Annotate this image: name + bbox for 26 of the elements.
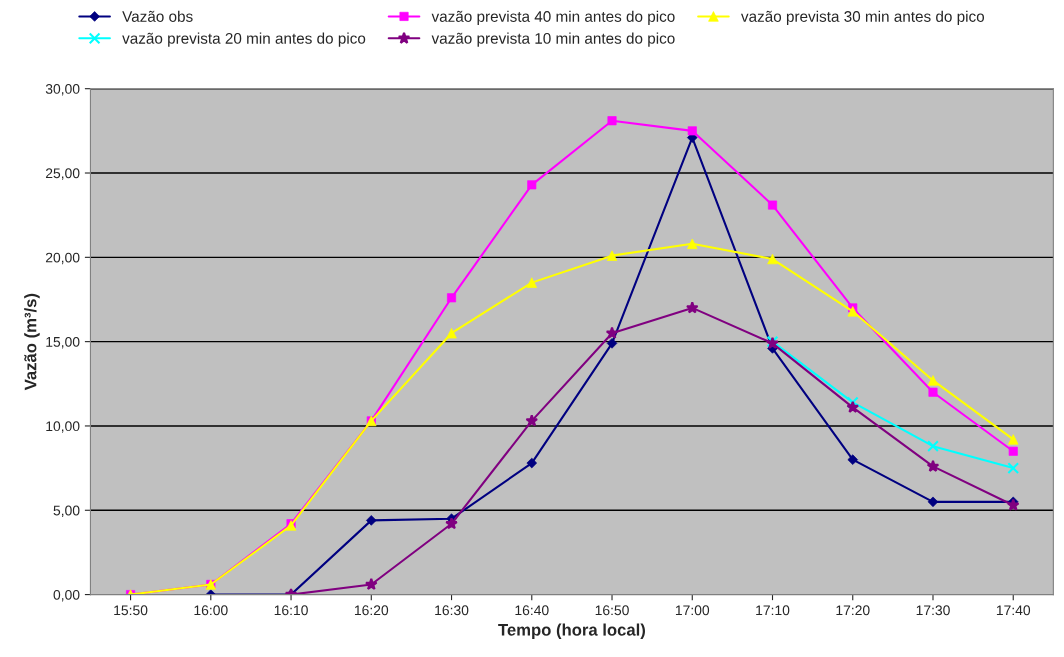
legend-label: Vazão obs	[122, 10, 193, 22]
legend-label: vazão prevista 20 min antes do pico	[122, 32, 366, 47]
y-tick-label: 5,00	[53, 505, 80, 518]
legend-label: vazão prevista 30 min antes do pico	[741, 10, 985, 25]
x-tick-label: 17:40	[996, 605, 1031, 616]
y-tick-label: 0,00	[53, 589, 80, 602]
x-tick-label: 17:00	[675, 605, 710, 616]
x-axis-title: Tempo (hora local)	[498, 623, 646, 640]
x-tick-label: 16:40	[515, 605, 549, 616]
x-tick-label: 16:00	[194, 605, 228, 616]
y-tick-label: 30,00	[45, 84, 80, 96]
legend-label: vazão prevista 10 min antes do pico	[431, 32, 675, 47]
legend-label: vazão prevista 40 min antes do pico	[431, 10, 675, 25]
y-axis-title: Vazão (m³/s)	[24, 293, 40, 391]
x-tick-label: 16:30	[435, 605, 469, 616]
x-tick-label: 17:20	[836, 605, 870, 616]
x-tick-label: 15:50	[114, 605, 148, 616]
y-tick-label: 20,00	[45, 252, 80, 265]
x-tick-label: 16:50	[595, 605, 629, 616]
x-tick-label: 16:20	[354, 605, 389, 616]
y-tick-label: 15,00	[46, 336, 80, 349]
y-tick-label: 25,00	[45, 168, 80, 180]
x-tick-label: 17:30	[916, 605, 950, 616]
x-tick-label: 17:10	[756, 605, 790, 616]
x-tick-label: 16:10	[274, 605, 308, 616]
y-tick-label: 10,00	[46, 421, 80, 433]
